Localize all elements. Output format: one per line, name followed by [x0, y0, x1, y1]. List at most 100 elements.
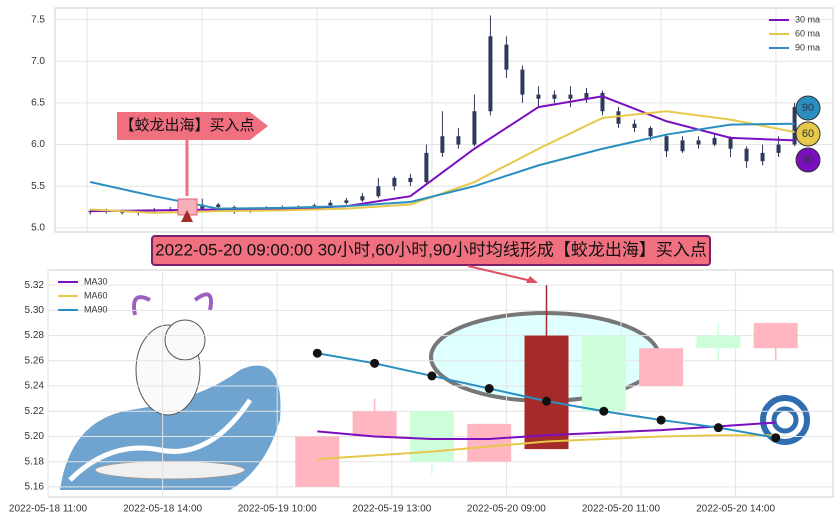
- candle-body: [581, 335, 626, 412]
- candle-body: [616, 111, 621, 124]
- ma-line: [317, 421, 776, 440]
- candle-body: [424, 152, 429, 183]
- candle-body: [488, 36, 493, 112]
- candle-body: [568, 94, 573, 99]
- ma-dot: [713, 423, 723, 433]
- y-tick-label: 5.18: [25, 456, 45, 467]
- candle-body: [409, 411, 454, 462]
- legend-label: MA30: [84, 276, 108, 286]
- end-badge-label: 60: [802, 128, 814, 140]
- candle-body: [632, 123, 637, 128]
- x-tick-label: 2022-05-19 13:00: [352, 504, 431, 515]
- legend-label: MA90: [84, 304, 108, 314]
- y-tick-label: 5.24: [25, 381, 45, 392]
- end-badge-label: 90: [802, 102, 814, 114]
- top-annotation: 【蛟龙出海】买入点: [117, 112, 268, 222]
- candle-body: [360, 196, 365, 201]
- ma-dot: [370, 358, 380, 368]
- candle-body: [792, 107, 797, 145]
- candle-body: [344, 200, 349, 203]
- candle-body: [200, 204, 205, 209]
- legend-label: 90 ma: [795, 42, 820, 52]
- candle-body: [520, 69, 525, 95]
- candle-body: [328, 202, 333, 206]
- candle-body: [552, 94, 557, 99]
- ma-line: [317, 434, 776, 461]
- candle-body: [524, 335, 569, 450]
- candle-body: [648, 127, 653, 137]
- candle-body: [467, 423, 512, 462]
- surf-decoration: [60, 292, 281, 490]
- banner-box: [151, 235, 711, 266]
- candle-body: [600, 92, 605, 112]
- candle-body: [696, 335, 741, 349]
- x-tick-label: 2022-05-20 14:00: [696, 504, 775, 515]
- candle-body: [728, 137, 733, 149]
- y-tick-label: 5.0: [31, 222, 45, 233]
- legend-label: 30 ma: [795, 14, 820, 24]
- ma-dot: [312, 348, 322, 358]
- end-badge: [795, 121, 821, 147]
- banner-arrow-head: [526, 276, 538, 283]
- candle-body: [88, 211, 93, 213]
- candle-body: [295, 436, 340, 487]
- candle-body: [376, 186, 381, 197]
- ma-dot: [484, 384, 494, 394]
- candle-body: [696, 140, 701, 145]
- y-tick-label: 7.0: [31, 56, 45, 67]
- candle-body: [776, 144, 781, 153]
- x-tick-label: 2022-05-18 11:00: [9, 504, 88, 515]
- plot-layer: 5.0 5.5 6.0 6.5 7.0 7.5 30 30 ma 60 60 ma 90 90 ma 5…: [9, 14, 833, 515]
- banner-arrow: [467, 265, 537, 283]
- candle-body: [440, 136, 445, 153]
- candle-body: [472, 111, 477, 145]
- y-tick-label: 5.30: [25, 305, 45, 316]
- top-frame: [54, 7, 834, 233]
- ma-dot: [656, 415, 666, 425]
- dragon-decoration: [760, 395, 810, 445]
- candle-body: [536, 94, 541, 99]
- y-tick-label: 7.5: [31, 14, 45, 25]
- annotation-text: 【蛟龙出海】买入点: [119, 116, 254, 134]
- candle-body: [456, 136, 461, 145]
- ma-dot: [427, 371, 437, 381]
- y-tick-label: 5.32: [25, 280, 45, 291]
- y-tick-label: 5.16: [25, 482, 45, 493]
- x-tick-label: 2022-05-19 10:00: [238, 504, 317, 515]
- candle-body: [408, 177, 413, 183]
- ma-line: [90, 122, 795, 210]
- candle-body: [639, 348, 684, 387]
- candle-body: [216, 204, 221, 208]
- banner: 2022-05-20 09:00:00 30小时,60小时,90小时均线形成【蛟…: [151, 235, 711, 283]
- candle-body: [753, 322, 798, 349]
- candle-body: [584, 92, 589, 99]
- end-badge: [795, 147, 821, 173]
- y-tick-label: 6.5: [31, 98, 45, 109]
- ma-dot: [542, 396, 552, 406]
- ma-dot: [771, 433, 781, 443]
- x-tick-label: 2022-05-18 14:00: [123, 504, 202, 515]
- ma-line: [90, 95, 795, 213]
- y-tick-label: 6.0: [31, 139, 45, 150]
- end-badge: [795, 95, 821, 121]
- candle-body: [352, 411, 397, 437]
- y-tick-label: 5.26: [25, 355, 45, 366]
- buy-triangle: [181, 210, 193, 222]
- legend-label: MA60: [84, 290, 108, 300]
- x-tick-label: 2022-05-20 11:00: [582, 504, 661, 515]
- end-badge-label: 30: [802, 154, 814, 166]
- candle-body: [760, 152, 765, 162]
- banner-text: 2022-05-20 09:00:00 30小时,60小时,90小时均线形成【蛟…: [155, 240, 707, 259]
- candle-body: [392, 177, 397, 187]
- annotation-box: [117, 112, 268, 140]
- candle-body: [664, 136, 669, 152]
- ma-dot: [599, 406, 609, 416]
- y-tick-label: 5.28: [25, 330, 45, 341]
- x-tick-label: 2022-05-20 09:00: [467, 504, 546, 515]
- y-tick-label: 5.22: [25, 406, 45, 417]
- candle-body: [680, 140, 685, 152]
- candle-body: [712, 137, 717, 145]
- legend-label: 60 ma: [795, 28, 820, 38]
- y-tick-label: 5.20: [25, 431, 45, 442]
